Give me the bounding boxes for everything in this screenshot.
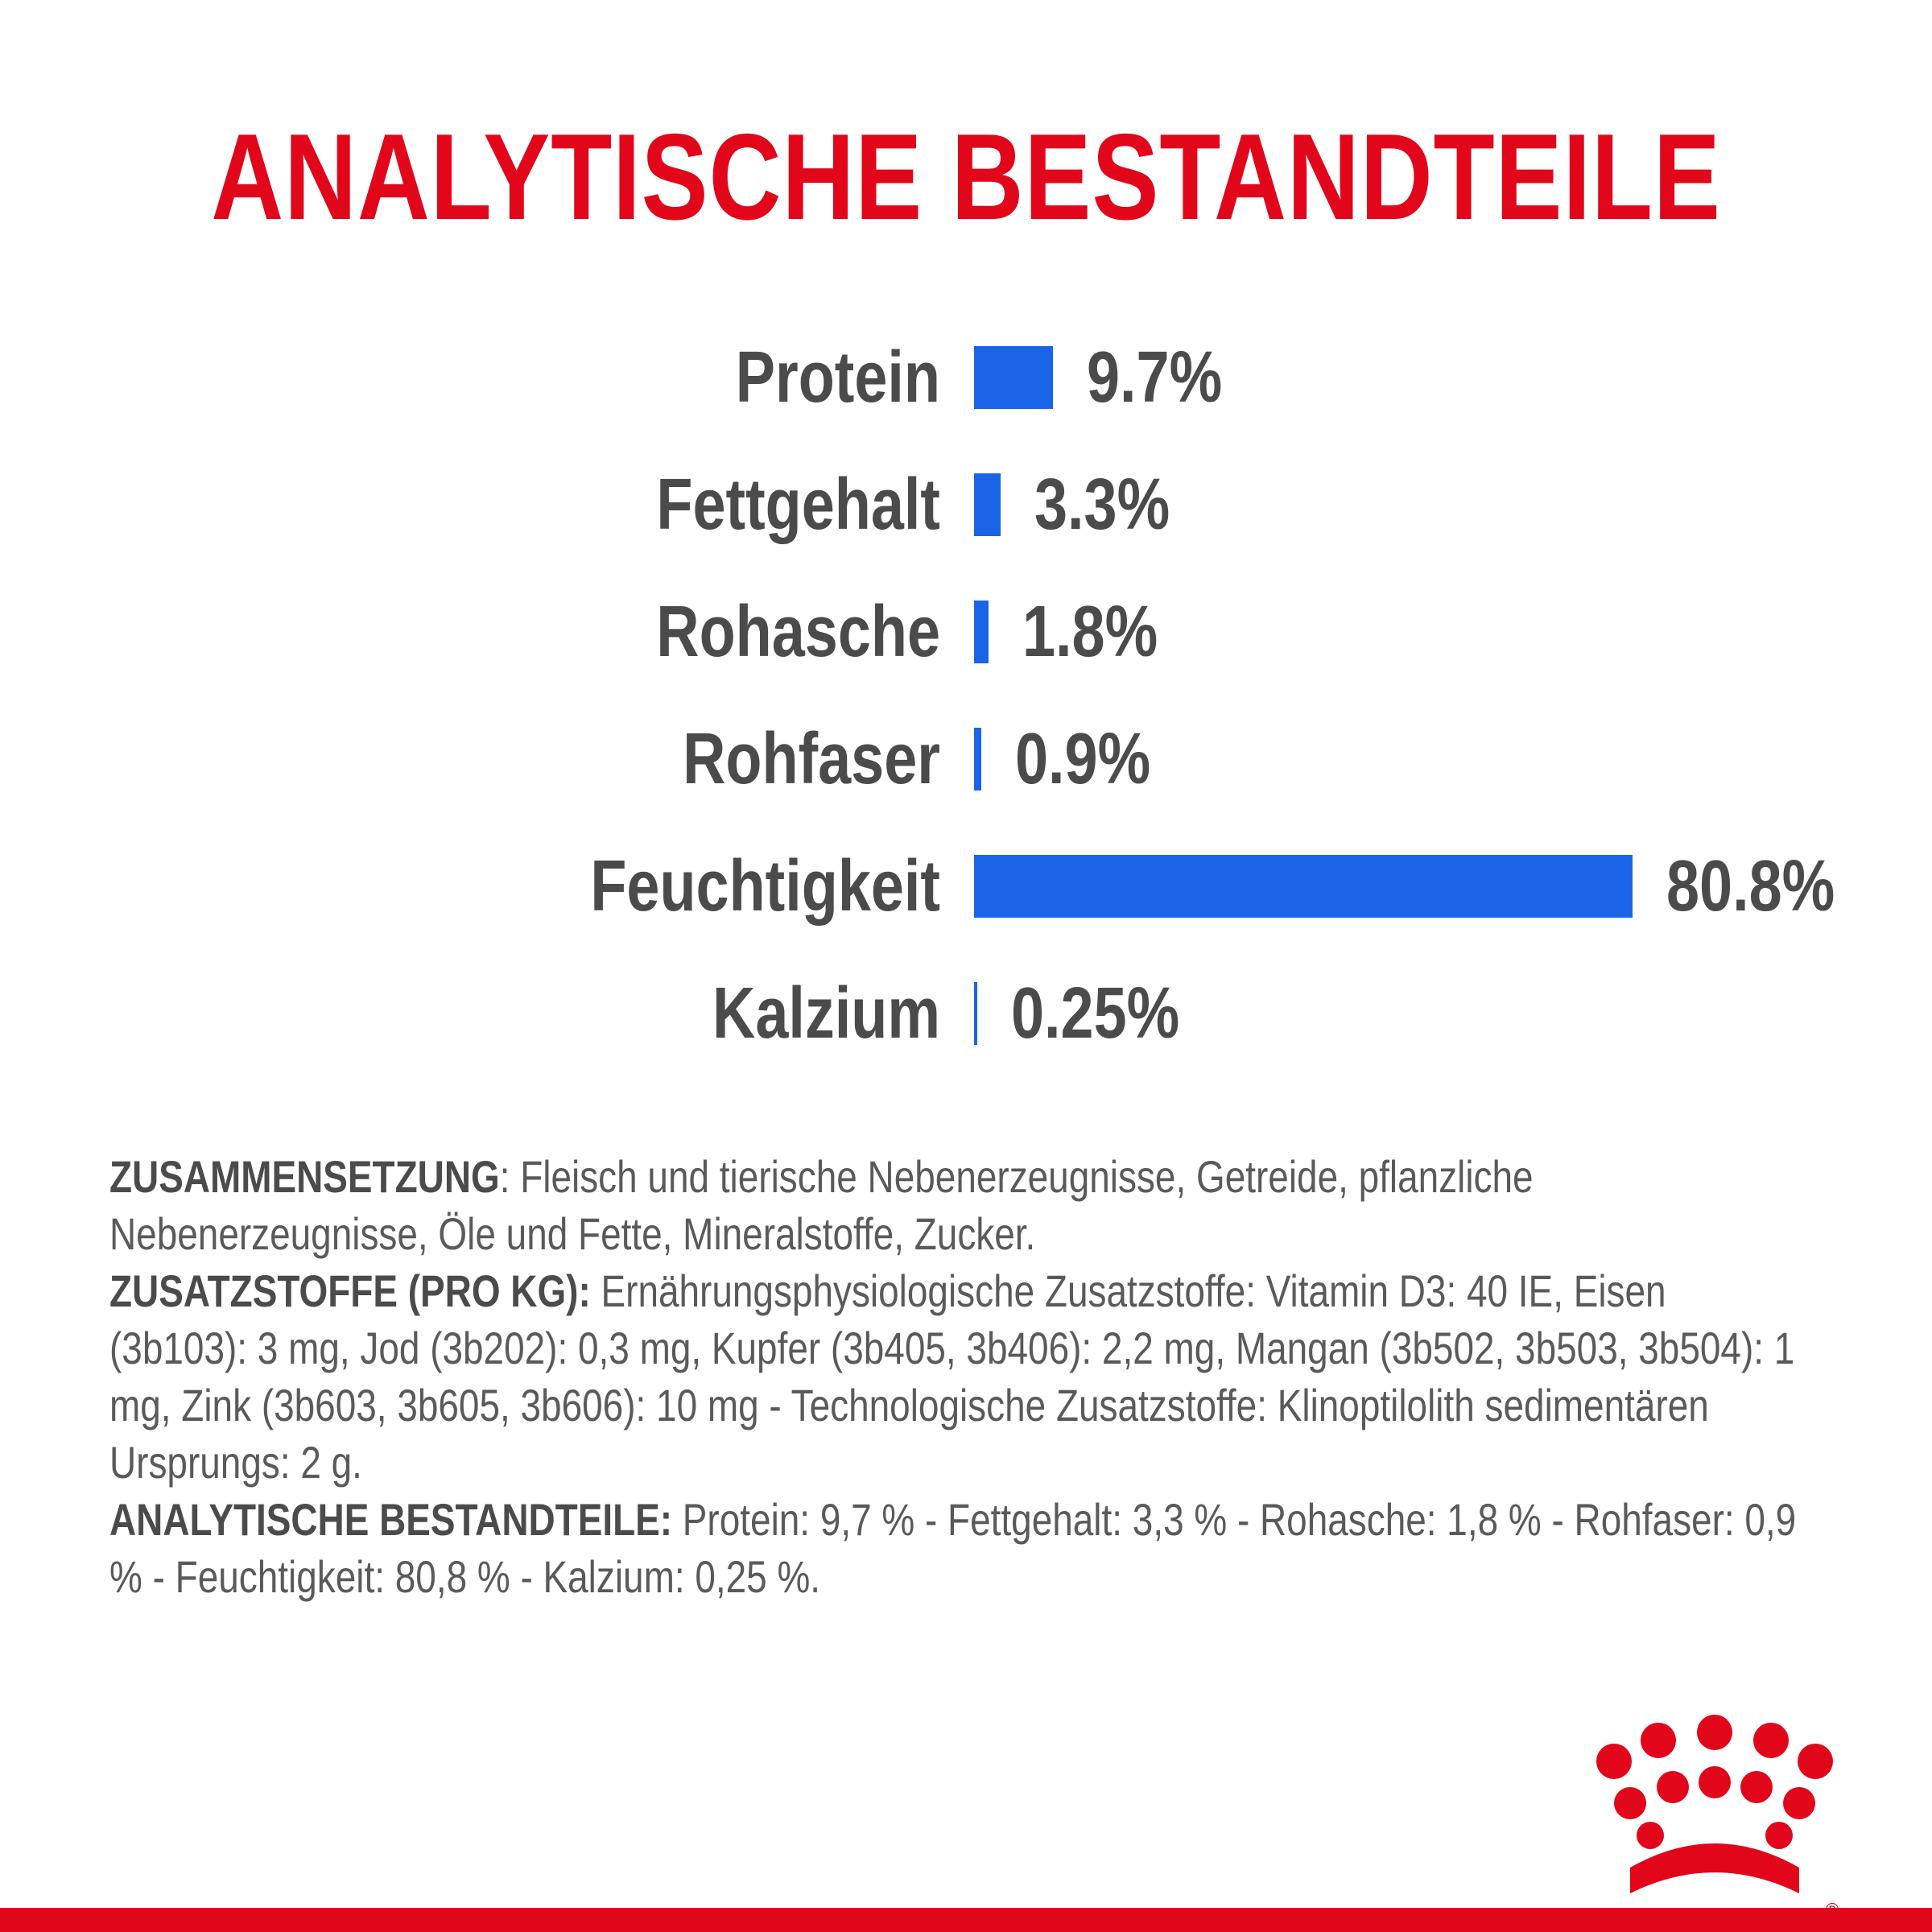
zusatzstoffe-text: Ernährungsphysiologische Zusatzstoffe: V… <box>109 1265 1795 1488</box>
zusammensetzung-label: ZUSAMMENSETZUNG <box>109 1151 500 1202</box>
bar-label: Fettgehalt <box>656 464 940 545</box>
bar-label: Feuchtigkeit <box>590 846 940 927</box>
bar <box>974 346 1054 409</box>
bar-label: Protein <box>735 337 940 418</box>
analytische-label: ANALYTISCHE BESTANDTEILE: <box>109 1494 673 1545</box>
bar <box>974 728 982 791</box>
bar <box>974 601 989 663</box>
bar-value-label: 0.9% <box>1015 719 1151 799</box>
bar-label: Rohfaser <box>683 719 940 799</box>
analytische-text: Protein: 9,7 % - Fettgehalt: 3,3 % - Roh… <box>109 1494 1797 1602</box>
bar-label: Rohasche <box>656 592 940 672</box>
composition-text: ZUSAMMENSETZUNG: Fleisch und tierische N… <box>109 1148 1799 1605</box>
bar-value-label: 80.8% <box>1666 846 1835 927</box>
bar-value-label: 3.3% <box>1034 464 1170 545</box>
chart-title: ANALYTISCHE BESTANDTEILE <box>211 109 1721 246</box>
bar-value-label: 9.7% <box>1087 337 1223 418</box>
bar <box>974 982 977 1045</box>
bar-value-label: 0.25% <box>1011 973 1180 1054</box>
bar-label: Kalzium <box>712 973 940 1054</box>
crown-logo-icon: ® <box>1596 1715 1841 1921</box>
bar <box>974 855 1633 918</box>
zusammensetzung-text: : Fleisch und tierische Nebenerzeugnisse… <box>109 1151 1534 1259</box>
bottom-accent-line <box>0 1908 1932 1932</box>
bar <box>974 473 1001 536</box>
bar-value-label: 1.8% <box>1022 592 1158 672</box>
zusatzstoffe-label: ZUSATZSTOFFE (PRO KG): <box>109 1265 591 1316</box>
